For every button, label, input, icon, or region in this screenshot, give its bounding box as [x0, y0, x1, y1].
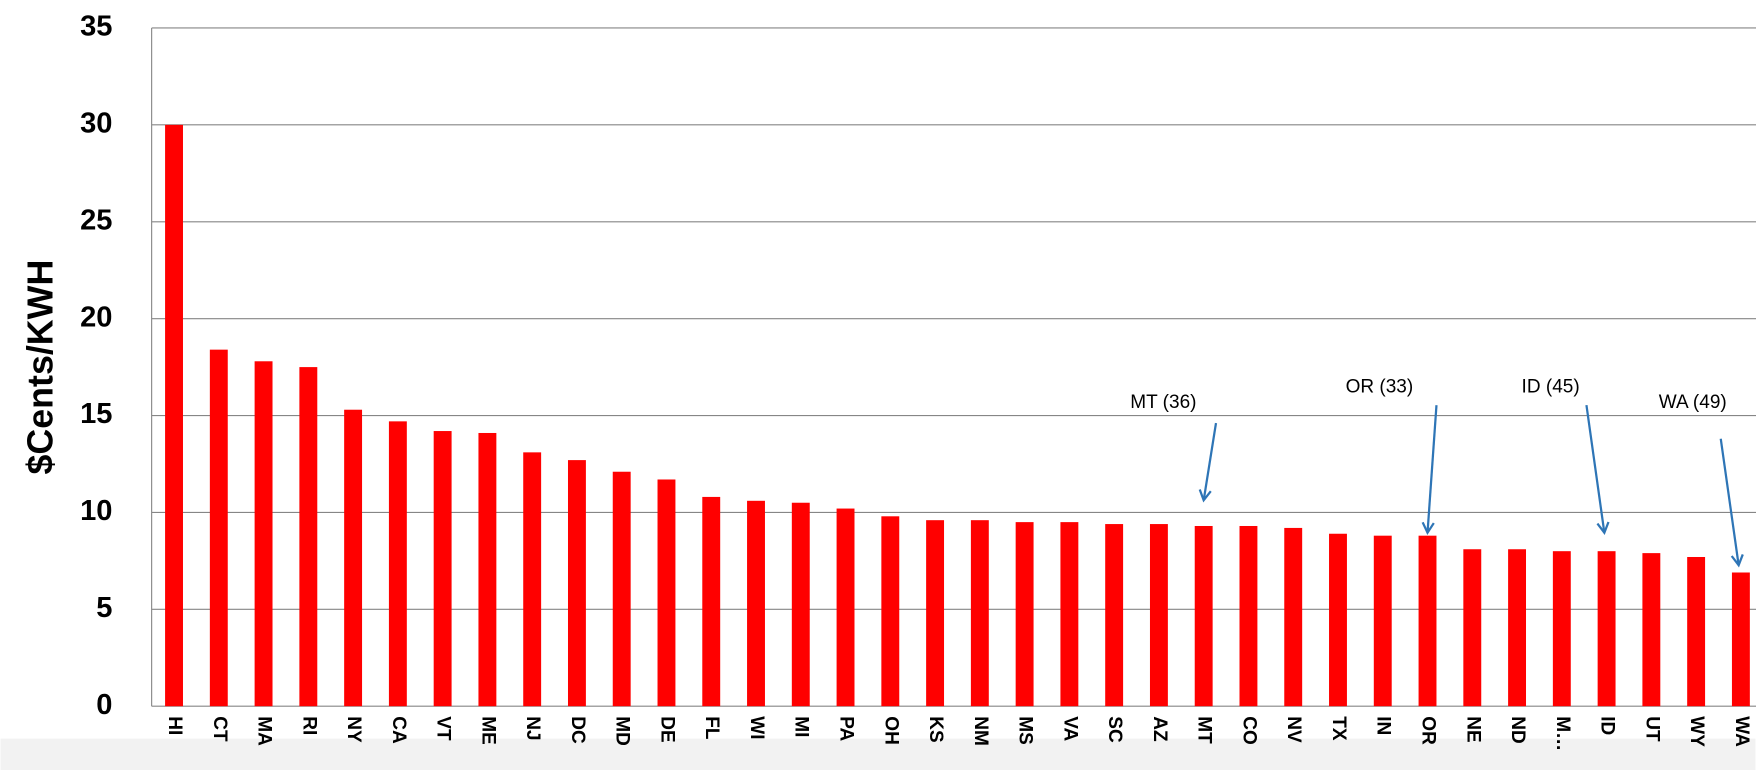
- bar: [612, 471, 631, 707]
- bar: [702, 496, 721, 707]
- bar: [1552, 551, 1571, 707]
- bar: [1731, 572, 1750, 707]
- annotation-label: ID (45): [1522, 376, 1580, 397]
- x-tick-label: CT: [209, 716, 230, 742]
- y-tick-label: 30: [80, 108, 112, 140]
- x-tick-label: CA: [388, 716, 409, 744]
- x-tick-label: PA: [836, 716, 857, 741]
- y-tick-label: 10: [80, 495, 112, 527]
- bar: [881, 516, 900, 707]
- y-tick-label: 15: [80, 398, 112, 430]
- x-tick-label: NJ: [522, 716, 543, 740]
- bar: [567, 460, 586, 707]
- x-tick-label: MT: [1194, 716, 1215, 744]
- annotation-arrow: [1719, 438, 1739, 565]
- x-tick-label: M…: [1552, 716, 1573, 751]
- x-tick-label: UT: [1641, 716, 1662, 742]
- bar: [165, 124, 183, 707]
- x-tick-label: ID: [1597, 716, 1618, 735]
- x-tick-label: TX: [1328, 716, 1349, 741]
- annotation-label: MT (36): [1130, 392, 1196, 413]
- bar: [791, 502, 810, 707]
- bar: [1284, 527, 1303, 707]
- annotation-label: WA (49): [1659, 392, 1727, 413]
- bar: [926, 520, 945, 707]
- y-tick-label: 20: [80, 301, 112, 333]
- x-tick-label: NE: [1462, 716, 1483, 742]
- bar: [254, 361, 273, 707]
- bar: [433, 431, 452, 707]
- bar: [747, 500, 765, 707]
- y-axis-title: $Cents/KWH: [21, 260, 61, 475]
- x-tick-label: WY: [1686, 716, 1707, 747]
- x-tick-label: SC: [1104, 716, 1125, 743]
- x-tick-label: NY: [343, 716, 364, 743]
- bar: [1418, 535, 1437, 707]
- annotation-label: OR (33): [1346, 376, 1414, 397]
- bar: [1060, 522, 1079, 707]
- annotation-arrow: [1585, 404, 1604, 533]
- x-tick-label: VT: [433, 716, 454, 741]
- bar: [523, 452, 542, 707]
- bar: [836, 508, 855, 707]
- bar: [1687, 556, 1706, 707]
- annotation-arrow: [1428, 405, 1438, 533]
- bar: [478, 432, 497, 707]
- y-tick-label: 0: [96, 689, 112, 721]
- bar: [1463, 549, 1482, 707]
- bar: [1015, 522, 1034, 707]
- bar: [1329, 533, 1347, 707]
- bottom-strip: [0, 738, 1756, 770]
- y-tick-label: 35: [80, 11, 112, 43]
- bar: [1373, 535, 1392, 707]
- bar: [344, 409, 363, 707]
- bar: [1642, 553, 1661, 707]
- x-tick-label: AZ: [1149, 716, 1170, 742]
- x-tick-label: RI: [298, 716, 319, 735]
- x-tick-label: WA: [1731, 716, 1752, 747]
- x-tick-label: MI: [791, 716, 812, 737]
- x-tick-label: HI: [164, 716, 185, 735]
- y-tick-label: 25: [80, 204, 112, 236]
- bar: [1105, 524, 1124, 707]
- x-tick-label: FL: [701, 716, 722, 740]
- x-tick-label: OR: [1417, 716, 1438, 745]
- bar: [1149, 524, 1168, 707]
- x-tick-label: OH: [880, 716, 901, 745]
- annotation-arrow: [1204, 422, 1218, 500]
- bar: [1508, 549, 1527, 707]
- x-tick-label: MD: [612, 716, 633, 746]
- x-tick-label: DE: [656, 716, 677, 742]
- x-tick-label: WI: [746, 716, 767, 739]
- x-tick-label: MA: [254, 716, 275, 746]
- x-tick-label: NV: [1283, 716, 1304, 743]
- bar: [299, 367, 318, 707]
- y-tick-label: 5: [96, 592, 112, 624]
- x-tick-label: CO: [1238, 716, 1259, 745]
- bar: [1239, 525, 1258, 707]
- x-tick-label: DC: [567, 716, 588, 744]
- x-tick-label: KS: [925, 716, 946, 742]
- bar: [970, 520, 989, 707]
- bar: [209, 349, 228, 707]
- x-tick-label: ME: [477, 716, 498, 745]
- x-tick-label: IN: [1373, 716, 1394, 735]
- bar: [1194, 525, 1213, 707]
- bar: [1597, 551, 1616, 707]
- bar: [388, 421, 407, 707]
- x-tick-label: VA: [1059, 716, 1080, 741]
- x-tick-label: ND: [1507, 716, 1528, 743]
- x-tick-label: MS: [1015, 716, 1036, 745]
- bar: [657, 479, 676, 707]
- x-tick-label: NM: [970, 716, 991, 746]
